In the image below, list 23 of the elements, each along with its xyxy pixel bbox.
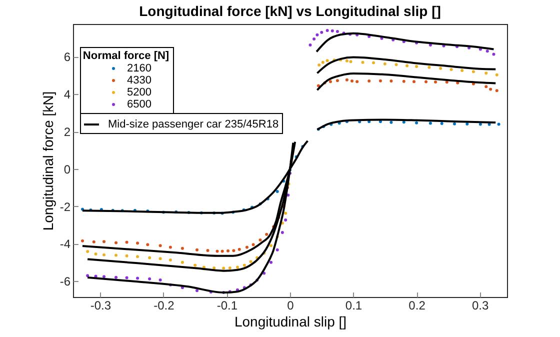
x-tick-label: -0.1 (216, 298, 238, 312)
y-tick-label: 2 (64, 125, 71, 140)
legend-label: 2160 (127, 62, 152, 74)
y-tick-label: 4 (64, 88, 71, 102)
y-tick-label: -2 (60, 200, 71, 214)
y-tick-label: 6 (64, 50, 71, 64)
x-tick-label: 0.3 (472, 298, 489, 312)
x-tick-label: 0.2 (408, 298, 426, 312)
legend-label: 5200 (127, 86, 152, 98)
legend-title: Normal force [N] (82, 50, 170, 62)
legend-label: Mid-size passenger car 235/45R18 (108, 118, 279, 130)
legend-label: 4330 (127, 74, 152, 86)
y-tick-label: -6 (60, 274, 71, 289)
x-tick-label: -0.3 (90, 298, 112, 312)
x-tick-label: 0 (287, 298, 294, 312)
x-tick-label: 0.1 (345, 298, 362, 312)
x-tick-label: -0.2 (154, 298, 175, 312)
chart-title: Longitudinal force [kN] vs Longitudinal slip [] (139, 3, 441, 19)
x-axis-title: Longitudinal slip [] (234, 314, 347, 330)
legend-label: 6500 (127, 98, 152, 110)
y-tick-label: 0 (64, 162, 71, 176)
y-axis-title: Longitudinal force [kN] (40, 91, 56, 231)
y-tick-label: -4 (60, 237, 71, 252)
